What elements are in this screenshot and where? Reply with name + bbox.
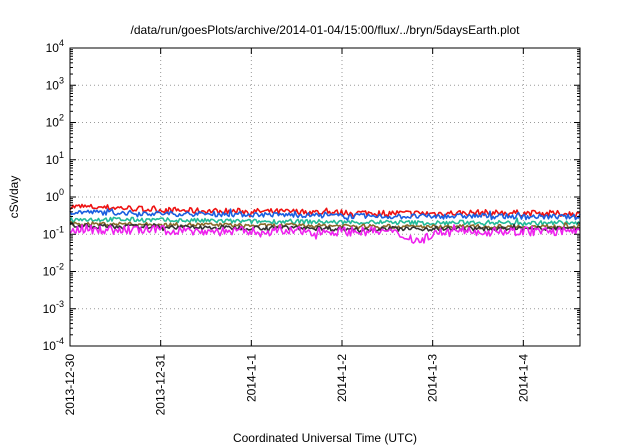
y-tick-label: 100 — [46, 187, 64, 204]
x-tick-label: 2014-1-2 — [335, 354, 349, 402]
series-line-2 — [69, 208, 581, 222]
y-tick-label: 104 — [46, 38, 64, 55]
y-tick-label: 10-4 — [43, 336, 64, 353]
y-tick-labels: 10-4 10-3 10-2 10-1 100 101 102 103 104 — [43, 38, 64, 353]
y-tick-label: 102 — [46, 113, 64, 130]
series-line-3 — [69, 216, 581, 227]
series-group — [69, 203, 581, 244]
chart-title: /data/run/goesPlots/archive/2014-01-04/1… — [131, 23, 521, 37]
y-tick-label: 101 — [46, 150, 64, 167]
y-tick-label: 103 — [46, 75, 64, 92]
x-tick-label: 2014-1-1 — [244, 354, 258, 402]
x-axis-label: Coordinated Universal Time (UTC) — [233, 431, 417, 445]
x-tick-label: 2013-12-30 — [63, 354, 77, 416]
series-line-6 — [69, 224, 581, 244]
x-tick-label: 2014-1-3 — [426, 354, 440, 402]
grid-lines — [70, 48, 580, 346]
x-tick-label: 2013-12-31 — [154, 354, 168, 416]
x-tick-labels: 2013-12-30 2013-12-31 2014-1-1 2014-1-2 2014… — [63, 354, 530, 416]
y-axis-label: cSv/day — [7, 176, 21, 219]
y-tick-label: 10-3 — [43, 299, 64, 316]
axis-ticks — [69, 47, 580, 347]
y-tick-label: 10-1 — [43, 224, 64, 241]
x-tick-label: 2014-1-4 — [516, 354, 530, 402]
series-line-1 — [69, 203, 581, 219]
y-tick-label: 10-2 — [43, 262, 64, 279]
